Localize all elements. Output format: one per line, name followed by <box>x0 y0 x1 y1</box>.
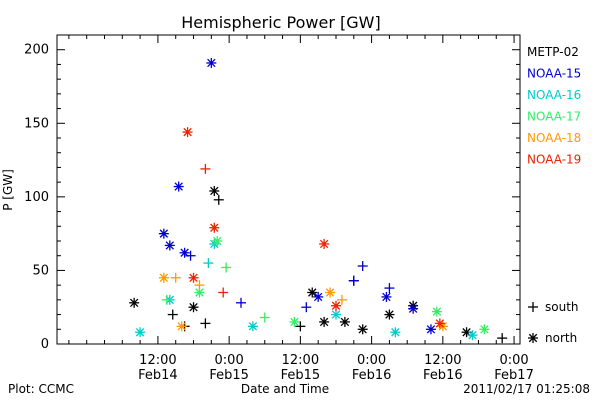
data-point <box>381 291 392 302</box>
legend-entry: NOAA-15 <box>527 67 581 81</box>
data-point <box>209 222 220 233</box>
data-points <box>129 57 508 344</box>
x-tick-label: 0:00 <box>499 353 528 368</box>
legend-entry: METP-02 <box>527 45 579 59</box>
data-point <box>357 261 368 272</box>
data-point <box>295 321 306 332</box>
x-tick-sublabel: Feb16 <box>352 368 392 383</box>
x-tick-label: 0:00 <box>357 353 386 368</box>
y-tick-label: 200 <box>24 43 49 58</box>
data-point <box>247 321 258 332</box>
data-point <box>431 306 442 317</box>
x-tick-sublabel: Feb15 <box>209 368 249 383</box>
data-point <box>467 330 478 341</box>
data-point <box>164 240 175 251</box>
legend-entry: NOAA-16 <box>527 88 581 102</box>
marker-legend-label: north <box>545 331 577 345</box>
series-metp-02 <box>129 185 508 344</box>
data-point <box>384 283 395 294</box>
data-point <box>289 316 300 327</box>
data-point <box>390 327 401 338</box>
data-point <box>218 287 229 298</box>
data-point <box>319 316 330 327</box>
plot-credit: Plot: CCMC <box>8 382 74 396</box>
data-point <box>182 127 193 138</box>
data-point <box>425 324 436 335</box>
north-star-marker <box>528 333 538 343</box>
data-point <box>188 302 199 313</box>
data-point <box>313 291 324 302</box>
x-tick-sublabel: Feb15 <box>281 368 321 383</box>
y-axis: 0 50 100 150 200 <box>24 43 520 352</box>
south-plus-marker <box>528 302 538 312</box>
series-noaa-15 <box>158 57 436 335</box>
data-point <box>325 287 336 298</box>
data-point <box>209 185 220 196</box>
series-noaa-19 <box>182 127 445 329</box>
data-point <box>339 316 350 327</box>
data-point <box>185 250 196 261</box>
x-tick-sublabel: Feb17 <box>494 368 534 383</box>
data-point <box>170 272 181 283</box>
data-point <box>176 321 187 332</box>
data-point <box>206 57 217 68</box>
x-tick-sublabel: Feb14 <box>138 368 178 383</box>
data-point <box>330 309 341 320</box>
data-point <box>479 324 490 335</box>
y-tick-label: 150 <box>24 116 49 131</box>
x-tick-label: 0:00 <box>215 353 244 368</box>
data-point <box>301 302 312 313</box>
data-point <box>203 258 214 269</box>
legend-entry: NOAA-18 <box>527 131 581 145</box>
legend-entry: NOAA-17 <box>527 110 581 124</box>
data-point <box>161 294 172 305</box>
data-point <box>129 297 140 308</box>
data-point <box>307 287 318 298</box>
data-point <box>434 318 445 329</box>
plot-timestamp: 2011/02/17 01:25:08 <box>463 382 590 396</box>
y-tick-label: 50 <box>32 263 49 278</box>
y-tick-label: 100 <box>24 190 49 205</box>
data-point <box>497 333 508 344</box>
x-tick-label: 12:00 <box>282 353 319 368</box>
data-point <box>357 324 368 335</box>
data-point <box>212 236 223 246</box>
chart-title: Hemispheric Power [GW] <box>181 13 380 32</box>
x-tick-label: 12:00 <box>424 353 461 368</box>
x-tick-sublabel: Feb16 <box>423 368 463 383</box>
data-point <box>158 272 169 283</box>
data-point <box>188 272 199 283</box>
data-point <box>330 300 341 311</box>
data-point <box>158 228 169 239</box>
data-point <box>200 318 211 329</box>
data-point <box>221 262 232 273</box>
x-tick-label: 12:00 <box>139 353 176 368</box>
x-axis-label: Date and Time <box>241 382 329 396</box>
data-point <box>384 309 395 320</box>
data-point <box>179 247 190 258</box>
series-noaa-17 <box>161 236 490 335</box>
data-point <box>194 280 205 291</box>
data-point <box>173 181 184 192</box>
legend-entry: NOAA-19 <box>527 153 581 167</box>
data-point <box>200 163 211 174</box>
y-tick-label: 0 <box>41 337 49 352</box>
data-point <box>213 194 224 205</box>
series-noaa-18 <box>158 272 448 332</box>
data-point <box>167 309 178 320</box>
data-point <box>259 312 270 323</box>
x-axis: 12:00Feb140:00Feb1512:00Feb150:00Feb1612… <box>68 35 534 383</box>
marker-legend: south north <box>528 300 579 345</box>
marker-legend-label: south <box>545 300 579 314</box>
plot-frame <box>56 34 521 345</box>
data-point <box>336 294 347 305</box>
data-point <box>135 327 146 338</box>
series-legend: METP-02 NOAA-15 NOAA-16 NOAA-17 NOAA-18 NOAA-… <box>527 45 581 167</box>
y-axis-label: P [GW] <box>1 169 15 211</box>
data-point <box>319 238 330 249</box>
data-point <box>236 297 247 308</box>
data-point <box>408 303 419 314</box>
data-point <box>348 275 359 286</box>
